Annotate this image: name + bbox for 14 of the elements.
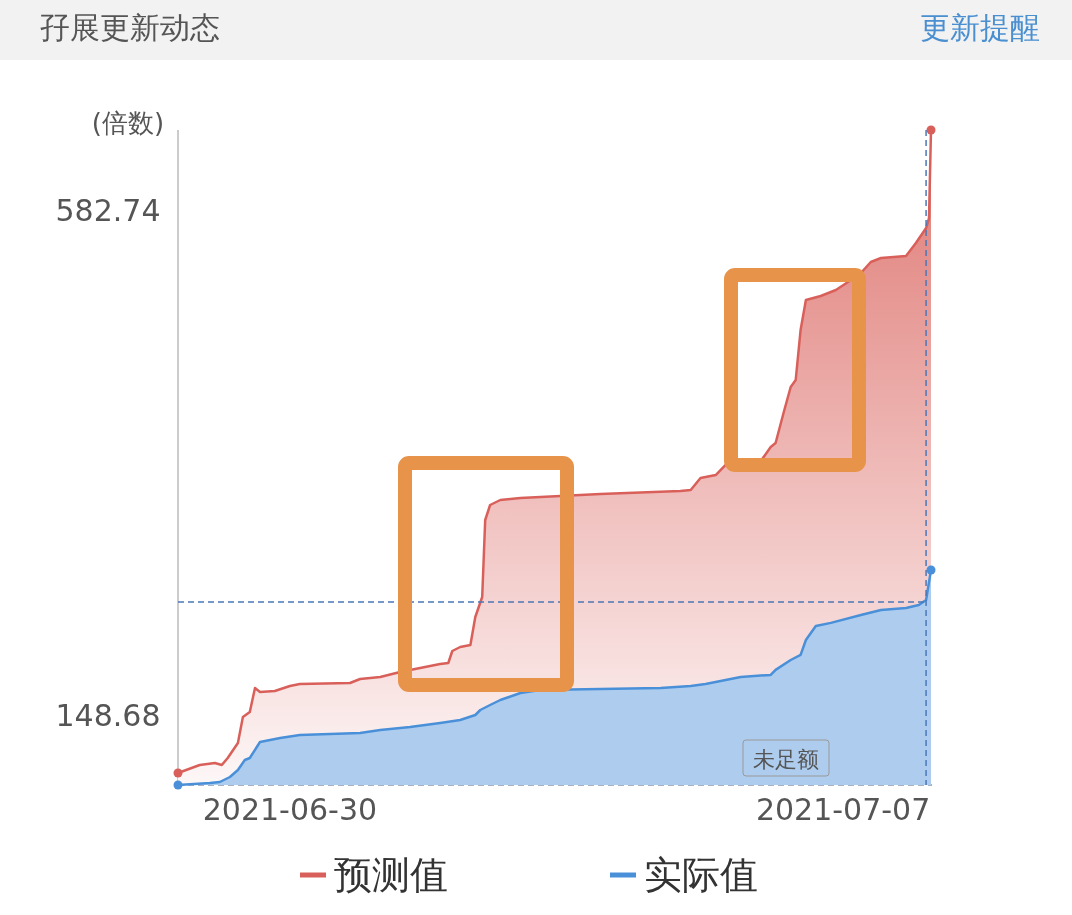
annotation: 未足额 xyxy=(753,747,819,772)
point xyxy=(926,125,936,135)
legend-label: 预测值 xyxy=(334,853,448,897)
y-tick-label: 148.68 xyxy=(55,697,161,733)
x-tick-label: 2021-06-30 xyxy=(202,792,378,827)
point xyxy=(173,768,183,778)
point xyxy=(173,780,183,790)
y-tick-label: 582.74 xyxy=(55,193,161,228)
point xyxy=(926,565,936,575)
text: 更新提醒 xyxy=(920,10,1040,45)
x-tick-label: 2021-07-07 xyxy=(755,792,931,827)
legend-label: 实际值 xyxy=(644,853,758,897)
chart-title: 孖展更新动态 xyxy=(40,10,220,45)
y-axis-title: (倍数) xyxy=(91,108,165,138)
